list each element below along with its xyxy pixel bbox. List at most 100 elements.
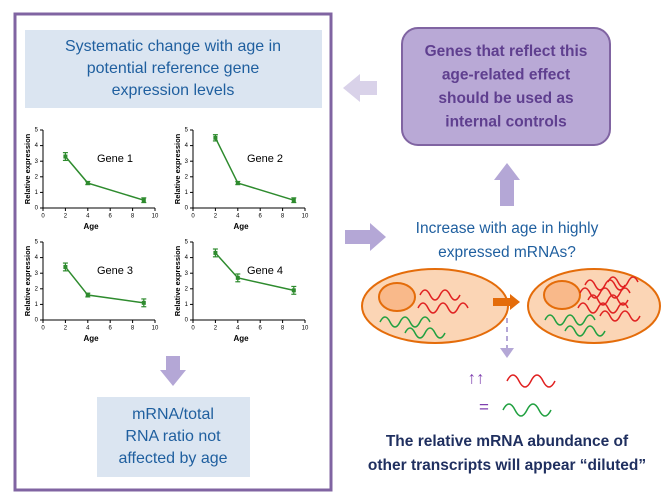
x-tick-label: 10 bbox=[302, 214, 309, 220]
data-point bbox=[213, 135, 218, 140]
y-tick-label: 5 bbox=[185, 128, 189, 134]
mrna-waves bbox=[577, 276, 641, 322]
x-tick-label: 8 bbox=[131, 326, 135, 332]
equal-symbol: = bbox=[479, 397, 489, 416]
text-line: Systematic change with age in bbox=[65, 38, 281, 55]
footer-text: The relative mRNA abundance of other tran… bbox=[368, 433, 646, 474]
y-tick-label: 2 bbox=[35, 286, 39, 292]
data-point bbox=[235, 275, 240, 280]
text-line: The relative mRNA abundance of bbox=[386, 433, 629, 450]
data-point bbox=[85, 181, 90, 186]
y-tick-label: 3 bbox=[35, 159, 39, 165]
title-text: Systematic change with age in potential r… bbox=[65, 38, 281, 99]
x-axis-label: Age bbox=[233, 222, 249, 231]
result-box bbox=[97, 397, 250, 477]
y-tick-label: 0 bbox=[35, 206, 39, 212]
text-line: potential reference gene bbox=[87, 60, 260, 77]
orange-arrow bbox=[493, 294, 520, 310]
right-arrow bbox=[345, 223, 386, 251]
x-tick-label: 2 bbox=[214, 326, 218, 332]
mini-chart: 0 1 2 3 4 5 0 2 4 6 8 10 Age Relative expression Gene … bbox=[23, 128, 159, 232]
conclusion-text: Genes that reflect this age-related effec… bbox=[425, 43, 588, 131]
data-point bbox=[213, 250, 218, 255]
conclusion-box bbox=[401, 27, 611, 146]
dashed-arrow-head bbox=[500, 348, 514, 358]
y-tick-label: 2 bbox=[35, 174, 39, 180]
x-axis-label: Age bbox=[83, 334, 99, 343]
x-tick-label: 8 bbox=[281, 326, 285, 332]
x-axis-label: Age bbox=[83, 222, 99, 231]
x-tick-label: 0 bbox=[41, 326, 45, 332]
mrna-waves bbox=[544, 314, 606, 337]
cell-old bbox=[527, 268, 661, 344]
y-tick-label: 1 bbox=[35, 190, 39, 196]
data-point bbox=[291, 198, 296, 203]
x-tick-label: 6 bbox=[109, 326, 113, 332]
text-line: expression levels bbox=[112, 82, 235, 99]
gene-label: Gene 2 bbox=[247, 153, 283, 165]
text-line: age-related effect bbox=[442, 67, 570, 84]
nucleus bbox=[543, 280, 581, 310]
text-line: Genes that reflect this bbox=[425, 43, 588, 60]
x-tick-label: 4 bbox=[236, 326, 240, 332]
y-tick-label: 3 bbox=[35, 271, 39, 277]
text-line: Increase with age in highly bbox=[416, 220, 599, 237]
text-line: affected by age bbox=[118, 450, 227, 467]
y-tick-label: 4 bbox=[35, 255, 39, 261]
gene-label: Gene 4 bbox=[247, 265, 283, 277]
x-tick-label: 10 bbox=[152, 326, 159, 332]
data-point bbox=[141, 300, 146, 305]
text-line: expressed mRNAs? bbox=[438, 244, 576, 261]
increase-symbol: ↑↑ bbox=[468, 368, 485, 387]
y-tick-label: 5 bbox=[35, 240, 39, 246]
result-text: mRNA/total RNA ratio not affected by age bbox=[118, 406, 227, 467]
green-wave bbox=[502, 403, 552, 417]
y-tick-label: 0 bbox=[185, 206, 189, 212]
y-axis-label: Relative expression bbox=[173, 245, 182, 316]
x-tick-label: 2 bbox=[64, 326, 68, 332]
text-line: mRNA/total bbox=[132, 406, 214, 423]
x-axis-label: Age bbox=[233, 334, 249, 343]
data-point bbox=[141, 198, 146, 203]
text-line: internal controls bbox=[445, 114, 566, 131]
x-tick-label: 4 bbox=[86, 326, 90, 332]
mini-chart: 0 1 2 3 4 5 0 2 4 6 8 10 Age Relative expression Gene … bbox=[173, 240, 309, 344]
nucleus bbox=[378, 282, 416, 312]
gene-label: Gene 1 bbox=[97, 153, 133, 165]
text-line: should be used as bbox=[438, 90, 573, 107]
y-tick-label: 3 bbox=[185, 271, 189, 277]
down-arrow bbox=[160, 356, 186, 386]
y-tick-label: 2 bbox=[185, 174, 189, 180]
y-tick-label: 1 bbox=[185, 190, 189, 196]
y-tick-label: 0 bbox=[185, 318, 189, 324]
up-arrow bbox=[494, 163, 520, 206]
mini-chart: 0 1 2 3 4 5 0 2 4 6 8 10 Age Relative expression Gene … bbox=[23, 240, 159, 344]
x-tick-label: 10 bbox=[152, 214, 159, 220]
y-tick-label: 0 bbox=[35, 318, 39, 324]
mini-chart: 0 1 2 3 4 5 0 2 4 6 8 10 Age Relative expression Gene … bbox=[173, 128, 309, 232]
y-tick-label: 4 bbox=[185, 255, 189, 261]
x-tick-label: 0 bbox=[191, 326, 195, 332]
data-point bbox=[291, 288, 296, 293]
x-tick-label: 2 bbox=[214, 214, 218, 220]
x-tick-label: 4 bbox=[86, 214, 90, 220]
y-tick-label: 5 bbox=[185, 240, 189, 246]
x-tick-label: 4 bbox=[236, 214, 240, 220]
x-tick-label: 0 bbox=[41, 214, 45, 220]
x-tick-label: 6 bbox=[259, 214, 263, 220]
y-axis-label: Relative expression bbox=[23, 133, 32, 204]
y-tick-label: 2 bbox=[185, 286, 189, 292]
y-axis-label: Relative expression bbox=[173, 133, 182, 204]
data-point bbox=[85, 293, 90, 298]
y-tick-label: 4 bbox=[185, 143, 189, 149]
x-tick-label: 6 bbox=[259, 326, 263, 332]
text-line: RNA ratio not bbox=[125, 428, 221, 445]
title-box bbox=[25, 30, 322, 108]
y-tick-label: 5 bbox=[35, 128, 39, 134]
data-point bbox=[63, 154, 68, 159]
x-tick-label: 0 bbox=[191, 214, 195, 220]
x-tick-label: 2 bbox=[64, 214, 68, 220]
y-tick-label: 1 bbox=[35, 302, 39, 308]
data-point bbox=[63, 264, 68, 269]
